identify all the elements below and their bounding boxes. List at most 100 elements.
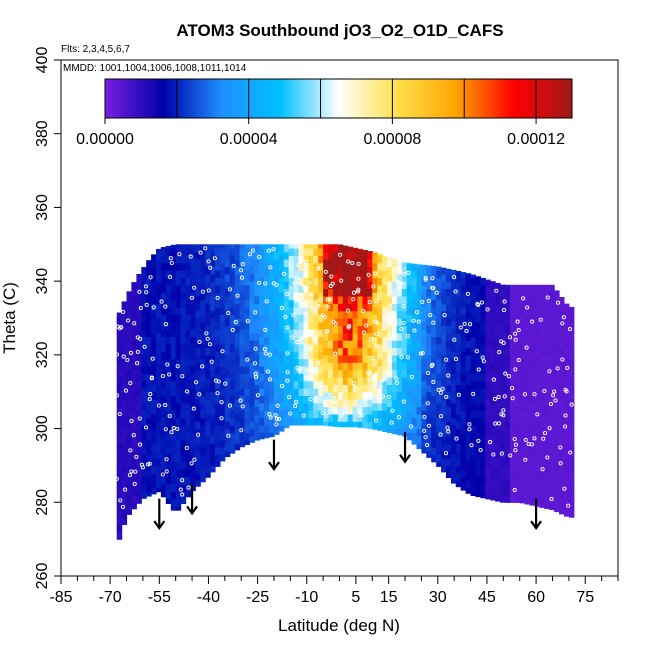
observation-marker	[114, 352, 120, 357]
heatmap-cell	[539, 369, 545, 378]
heatmap-cell	[215, 336, 221, 345]
observation-marker	[164, 469, 169, 474]
heatmap-cell	[500, 399, 506, 408]
heatmap-cell	[342, 391, 349, 400]
heatmap-cell	[303, 244, 309, 249]
observation-marker	[412, 328, 417, 333]
observation-marker	[542, 431, 548, 436]
observation-marker	[185, 389, 190, 394]
heatmap-cell	[500, 347, 506, 356]
heatmap-cell	[170, 277, 177, 286]
heatmap-cell	[156, 377, 162, 385]
heatmap-cell	[490, 428, 496, 437]
arrow-marker	[268, 439, 280, 472]
heatmap-cell	[308, 255, 314, 264]
heatmap-cell	[175, 255, 182, 264]
heatmap-cell	[308, 270, 314, 279]
observation-marker	[320, 313, 325, 318]
x-tick-label: 30	[429, 589, 447, 606]
heatmap-cell	[568, 465, 575, 474]
heatmap-cell	[480, 292, 486, 301]
heatmap-cell	[519, 483, 526, 492]
heatmap-cell	[367, 273, 373, 282]
heatmap-cell	[180, 262, 187, 271]
observation-marker	[227, 287, 232, 292]
heatmap-cell	[529, 284, 535, 293]
heatmap-cell	[480, 365, 486, 374]
heatmap-cell	[352, 251, 359, 260]
heatmap-cell	[264, 314, 270, 323]
heatmap-cell	[219, 336, 226, 345]
observation-marker	[420, 299, 425, 304]
heatmap-cell	[146, 447, 152, 455]
heatmap-cell	[151, 391, 157, 400]
heatmap-cell	[165, 358, 172, 367]
heatmap-cell	[249, 406, 255, 415]
heatmap-cell	[568, 347, 575, 356]
heatmap-cell	[426, 318, 432, 326]
heatmap-cell	[441, 458, 447, 467]
heatmap-cell	[377, 270, 383, 279]
heatmap-cell	[549, 465, 555, 474]
heatmap-cell	[396, 347, 403, 356]
heatmap-cell	[205, 435, 211, 444]
heatmap-cell	[190, 417, 196, 426]
heatmap-cell	[500, 369, 506, 378]
heatmap-cell	[524, 483, 531, 492]
heatmap-cell	[465, 273, 472, 282]
heatmap-cell	[313, 373, 319, 382]
observation-marker	[144, 290, 149, 295]
heatmap-cell	[559, 480, 565, 489]
heatmap-cell	[215, 244, 221, 249]
observation-marker	[189, 295, 194, 300]
heatmap-cell	[411, 336, 418, 345]
observation-marker	[541, 436, 546, 441]
heatmap-cell	[298, 402, 304, 411]
y-tick-label: 300	[34, 415, 51, 442]
heatmap-cell	[441, 413, 447, 422]
heatmap-cell	[195, 354, 201, 363]
heatmap-cell	[332, 354, 339, 363]
heatmap-cell	[534, 347, 540, 356]
observation-marker	[373, 320, 378, 325]
heatmap-cell	[544, 340, 550, 349]
heatmap-cell	[274, 266, 280, 275]
heatmap-cell	[480, 284, 486, 293]
heatmap-cell	[446, 369, 452, 378]
heatmap-cell	[529, 491, 535, 500]
heatmap-cell	[254, 310, 260, 319]
heatmap-cell	[205, 413, 211, 422]
observation-marker	[538, 317, 543, 322]
observation-marker	[129, 418, 134, 424]
heatmap-cell	[372, 321, 378, 330]
heatmap-cell	[396, 266, 403, 275]
heatmap-cell	[450, 380, 457, 389]
observation-marker	[227, 403, 232, 408]
heatmap-cell	[323, 273, 329, 282]
heatmap-cell	[298, 277, 304, 286]
heatmap-cell	[151, 332, 157, 341]
heatmap-cell	[357, 406, 363, 415]
observation-marker	[422, 414, 427, 419]
heatmap-cell	[352, 281, 359, 290]
heatmap-cell	[264, 270, 270, 279]
observation-marker	[323, 269, 328, 274]
heatmap-cell	[391, 281, 398, 290]
heatmap-cell	[160, 248, 167, 256]
heatmap-cell	[323, 384, 329, 393]
heatmap-cell	[170, 461, 177, 470]
heatmap-cell	[116, 413, 123, 422]
heatmap-cell	[274, 303, 280, 312]
heatmap-cell	[121, 494, 128, 503]
heatmap-cell	[254, 377, 260, 385]
heatmap-cell	[126, 291, 132, 297]
observation-marker	[180, 492, 185, 497]
heatmap-cell	[514, 318, 521, 326]
heatmap-cell	[352, 310, 359, 319]
observation-marker	[491, 377, 496, 382]
heatmap-cell	[121, 480, 128, 489]
heatmap-cell	[337, 369, 344, 378]
heatmap-cell	[210, 421, 216, 430]
heatmap-cell	[372, 284, 378, 293]
heatmap-cell	[534, 325, 540, 334]
